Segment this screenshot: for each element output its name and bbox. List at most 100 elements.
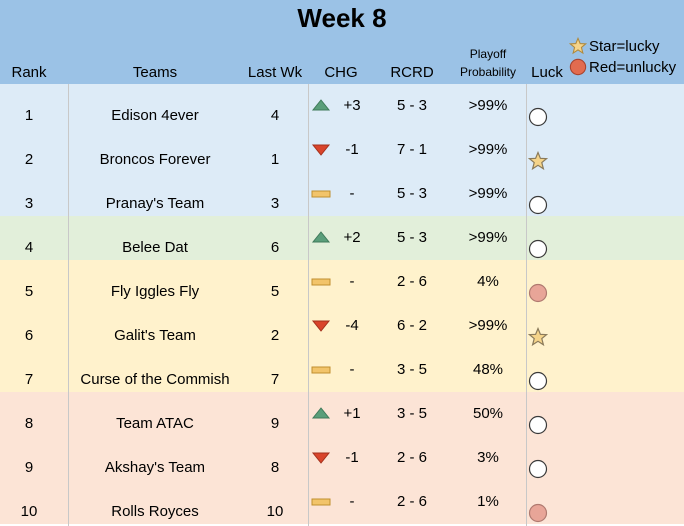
rank-cell: 2 bbox=[24, 151, 34, 168]
rank-cell: 3 bbox=[24, 195, 34, 212]
header-band: Week 8 Rank Teams Last Wk CHG RCRD Playo… bbox=[0, 0, 684, 84]
no-change-icon bbox=[311, 278, 331, 286]
no-change-icon bbox=[311, 190, 331, 198]
rank-cell: 4 bbox=[24, 239, 34, 256]
arrow-up-icon bbox=[311, 231, 331, 243]
record-cell: 3 - 5 bbox=[396, 361, 427, 378]
last-week-cell: 8 bbox=[270, 459, 280, 476]
change-cell: - bbox=[349, 273, 355, 290]
arrow-down-icon bbox=[311, 144, 331, 156]
change-cell: -1 bbox=[345, 449, 359, 466]
empty-circle-icon bbox=[528, 107, 548, 127]
change-cell: - bbox=[349, 361, 355, 378]
legend-unlucky-label: Red=unlucky bbox=[589, 59, 677, 76]
col-header-teams: Teams bbox=[132, 64, 178, 81]
arrow-up-icon bbox=[311, 407, 331, 419]
col-header-rcrd: RCRD bbox=[390, 64, 434, 81]
empty-circle-icon bbox=[528, 195, 548, 215]
last-week-cell: 4 bbox=[270, 107, 280, 124]
team-name-cell: Edison 4ever bbox=[111, 107, 199, 124]
change-cell: +3 bbox=[343, 97, 361, 114]
last-week-cell: 9 bbox=[270, 415, 280, 432]
table-row: 2 Broncos Forever 1 -1 7 - 1 >99% bbox=[0, 128, 684, 172]
table-row: 8 Team ATAC 9 +1 3 - 5 50% bbox=[0, 392, 684, 436]
empty-circle-icon bbox=[528, 415, 548, 435]
change-cell: -1 bbox=[345, 141, 359, 158]
column-divider bbox=[308, 84, 309, 526]
last-week-cell: 2 bbox=[270, 327, 280, 344]
col-header-playoff-line1: Playoff bbox=[469, 47, 507, 61]
col-header-rank: Rank bbox=[11, 64, 47, 81]
col-header-luck: Luck bbox=[531, 64, 563, 81]
team-name-cell: Pranay's Team bbox=[105, 195, 205, 212]
team-name-cell: Rolls Royces bbox=[111, 503, 199, 520]
red-circle-icon bbox=[528, 503, 548, 523]
arrow-up-icon bbox=[311, 99, 331, 111]
table-row: 6 Galit's Team 2 -4 6 - 2 >99% bbox=[0, 304, 684, 348]
change-cell: -4 bbox=[345, 317, 359, 334]
table-row: 10 Rolls Royces 10 - 2 - 6 1% bbox=[0, 480, 684, 524]
playoff-probability-cell: >99% bbox=[468, 229, 508, 246]
playoff-probability-cell: >99% bbox=[468, 97, 508, 114]
star-icon bbox=[528, 151, 548, 171]
arrow-down-icon bbox=[311, 320, 331, 332]
no-change-icon bbox=[311, 498, 331, 506]
team-name-cell: Belee Dat bbox=[122, 239, 188, 256]
rank-cell: 6 bbox=[24, 327, 34, 344]
team-name-cell: Fly Iggles Fly bbox=[110, 283, 200, 300]
table-row: 5 Fly Iggles Fly 5 - 2 - 6 4% bbox=[0, 260, 684, 304]
rank-cell: 8 bbox=[24, 415, 34, 432]
playoff-probability-cell: >99% bbox=[468, 185, 508, 202]
empty-circle-icon bbox=[528, 371, 548, 391]
record-cell: 2 - 6 bbox=[396, 273, 427, 290]
red-circle-icon bbox=[528, 283, 548, 303]
playoff-probability-cell: 4% bbox=[477, 273, 499, 290]
column-divider bbox=[68, 84, 69, 526]
star-icon bbox=[568, 36, 588, 55]
team-name-cell: Galit's Team bbox=[114, 327, 196, 344]
rank-cell: 9 bbox=[24, 459, 34, 476]
last-week-cell: 10 bbox=[266, 503, 284, 520]
col-header-chg: CHG bbox=[324, 64, 358, 81]
last-week-cell: 5 bbox=[270, 283, 280, 300]
change-cell: +1 bbox=[343, 405, 361, 422]
change-cell: - bbox=[349, 185, 355, 202]
playoff-probability-cell: 48% bbox=[472, 361, 504, 378]
playoff-probability-cell: 1% bbox=[477, 493, 499, 510]
last-week-cell: 3 bbox=[270, 195, 280, 212]
no-change-icon bbox=[311, 366, 331, 374]
page-title: Week 8 bbox=[297, 3, 387, 33]
team-name-cell: Curse of the Commish bbox=[80, 371, 230, 388]
playoff-probability-cell: >99% bbox=[468, 317, 508, 334]
table-row: 9 Akshay's Team 8 -1 2 - 6 3% bbox=[0, 436, 684, 480]
team-name-cell: Akshay's Team bbox=[104, 459, 206, 476]
red-circle-icon bbox=[569, 58, 587, 76]
record-cell: 7 - 1 bbox=[396, 141, 427, 158]
team-name-cell: Broncos Forever bbox=[99, 151, 211, 168]
empty-circle-icon bbox=[528, 459, 548, 479]
arrow-down-icon bbox=[311, 452, 331, 464]
record-cell: 5 - 3 bbox=[396, 97, 427, 114]
last-week-cell: 1 bbox=[270, 151, 280, 168]
legend-lucky-label: Star=lucky bbox=[589, 38, 660, 55]
record-cell: 3 - 5 bbox=[396, 405, 427, 422]
table-row: 4 Belee Dat 6 +2 5 - 3 >99% bbox=[0, 216, 684, 260]
record-cell: 5 - 3 bbox=[396, 185, 427, 202]
star-icon bbox=[528, 327, 548, 347]
change-cell: +2 bbox=[343, 229, 361, 246]
record-cell: 6 - 2 bbox=[396, 317, 427, 334]
playoff-probability-cell: 3% bbox=[477, 449, 499, 466]
change-cell: - bbox=[349, 493, 355, 510]
last-week-cell: 7 bbox=[270, 371, 280, 388]
last-week-cell: 6 bbox=[270, 239, 280, 256]
rank-cell: 5 bbox=[24, 283, 34, 300]
legend-unlucky: Red=unlucky bbox=[569, 58, 676, 77]
record-cell: 2 - 6 bbox=[396, 493, 427, 510]
table-row: 7 Curse of the Commish 7 - 3 - 5 48% bbox=[0, 348, 684, 392]
playoff-probability-cell: 50% bbox=[472, 405, 504, 422]
playoff-probability-cell: >99% bbox=[468, 141, 508, 158]
team-name-cell: Team ATAC bbox=[116, 415, 194, 432]
table-row: 3 Pranay's Team 3 - 5 - 3 >99% bbox=[0, 172, 684, 216]
column-divider bbox=[526, 84, 527, 526]
